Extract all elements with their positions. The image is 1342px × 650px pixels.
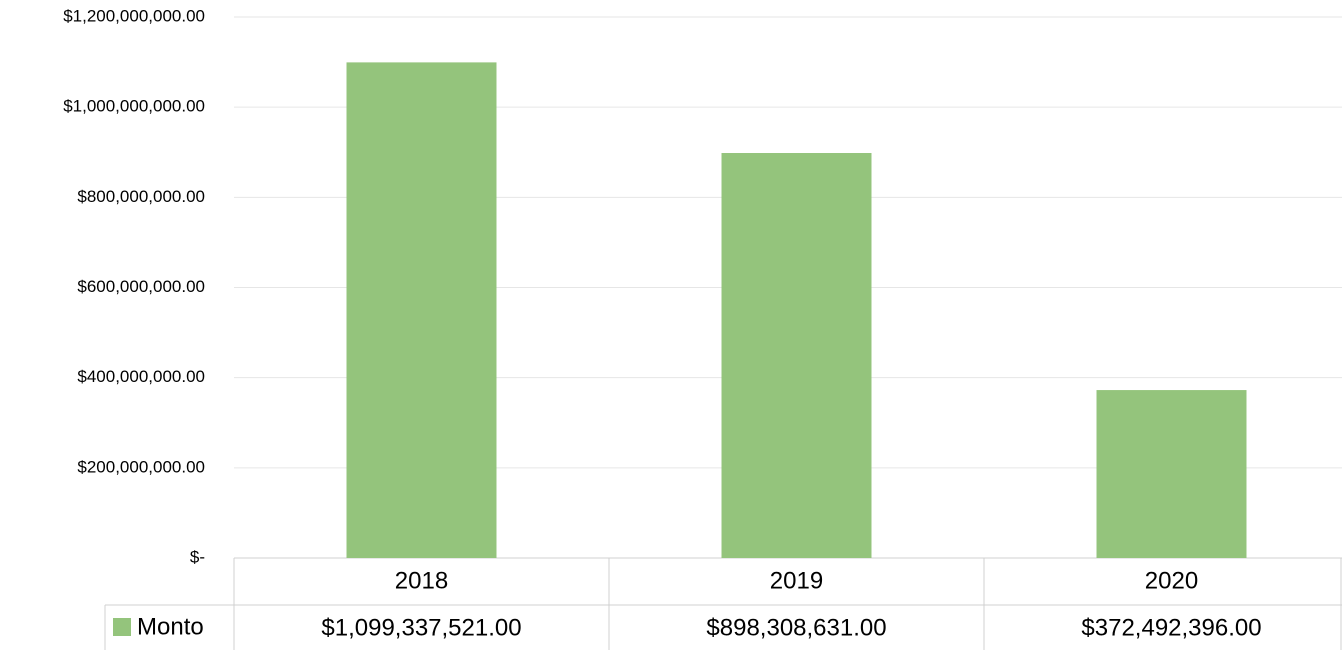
value-label: $372,492,396.00 (1081, 614, 1261, 641)
y-tick-label: $600,000,000.00 (77, 277, 205, 296)
x-tick-label: 2018 (395, 567, 448, 594)
y-tick-label: $1,000,000,000.00 (63, 97, 205, 116)
x-tick-label: 2020 (1145, 567, 1198, 594)
legend-label: Monto (137, 613, 204, 640)
y-tick-label: $1,200,000,000.00 (63, 6, 205, 25)
legend-swatch (113, 618, 131, 636)
value-label: $1,099,337,521.00 (321, 614, 521, 641)
bar (721, 153, 872, 559)
bar (346, 62, 497, 559)
y-tick-label: $800,000,000.00 (77, 187, 205, 206)
value-label: $898,308,631.00 (706, 614, 886, 641)
x-tick-label: 2019 (770, 567, 823, 594)
y-tick-label: $- (190, 547, 205, 566)
bar (1096, 390, 1247, 558)
y-tick-label: $200,000,000.00 (77, 457, 205, 476)
y-tick-label: $400,000,000.00 (77, 367, 205, 386)
